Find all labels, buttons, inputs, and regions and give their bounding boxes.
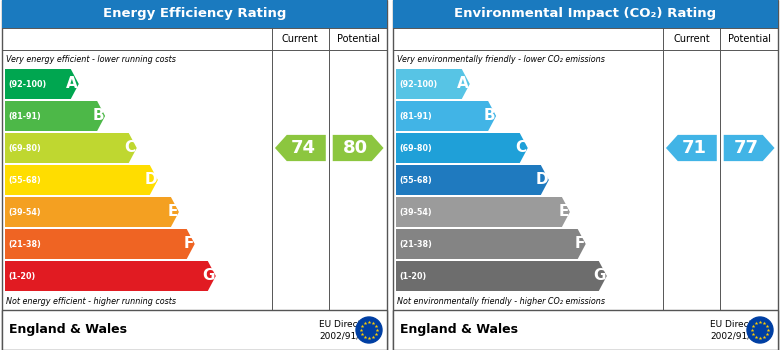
Text: (55-68): (55-68) <box>8 175 41 184</box>
Polygon shape <box>396 165 549 195</box>
Text: Current: Current <box>673 34 710 44</box>
Text: Not energy efficient - higher running costs: Not energy efficient - higher running co… <box>6 296 176 306</box>
Text: Potential: Potential <box>728 34 771 44</box>
Text: Potential: Potential <box>337 34 380 44</box>
Text: A: A <box>66 77 78 91</box>
Polygon shape <box>5 133 136 163</box>
Text: (92-100): (92-100) <box>8 79 46 89</box>
Bar <box>2 0 387 28</box>
Polygon shape <box>724 135 775 161</box>
Text: (1-20): (1-20) <box>399 272 426 280</box>
Polygon shape <box>396 229 586 259</box>
Text: Energy Efficiency Rating: Energy Efficiency Rating <box>103 7 286 21</box>
Text: F: F <box>183 237 193 252</box>
Text: (21-38): (21-38) <box>399 239 432 248</box>
Bar <box>2 310 387 350</box>
Polygon shape <box>5 69 79 99</box>
Text: (39-54): (39-54) <box>399 208 431 217</box>
Text: E: E <box>168 204 178 219</box>
Polygon shape <box>666 135 717 161</box>
Polygon shape <box>396 69 470 99</box>
Polygon shape <box>5 229 195 259</box>
Bar <box>393 310 778 350</box>
Polygon shape <box>396 133 528 163</box>
Polygon shape <box>333 135 384 161</box>
Bar <box>2 0 387 350</box>
Text: D: D <box>535 173 548 188</box>
Text: England & Wales: England & Wales <box>400 323 518 336</box>
Text: (55-68): (55-68) <box>399 175 432 184</box>
Polygon shape <box>5 101 105 131</box>
Text: (92-100): (92-100) <box>399 79 438 89</box>
Text: 77: 77 <box>733 139 759 157</box>
Text: Very environmentally friendly - lower CO₂ emissions: Very environmentally friendly - lower CO… <box>397 55 604 63</box>
Text: 74: 74 <box>291 139 316 157</box>
Text: C: C <box>125 140 136 155</box>
Text: Not environmentally friendly - higher CO₂ emissions: Not environmentally friendly - higher CO… <box>397 296 605 306</box>
Polygon shape <box>5 197 179 227</box>
Text: G: G <box>202 268 215 284</box>
Text: F: F <box>574 237 585 252</box>
Polygon shape <box>396 197 570 227</box>
Text: B: B <box>93 108 105 124</box>
Polygon shape <box>396 261 607 291</box>
Text: (81-91): (81-91) <box>399 112 432 120</box>
Bar <box>393 0 778 350</box>
Text: (1-20): (1-20) <box>8 272 35 280</box>
Text: 71: 71 <box>682 139 707 157</box>
Text: A: A <box>457 77 469 91</box>
Text: D: D <box>144 173 157 188</box>
Polygon shape <box>396 101 496 131</box>
Text: (39-54): (39-54) <box>8 208 41 217</box>
Text: Very energy efficient - lower running costs: Very energy efficient - lower running co… <box>6 55 176 63</box>
Text: (21-38): (21-38) <box>8 239 41 248</box>
Circle shape <box>356 317 382 343</box>
Text: (81-91): (81-91) <box>8 112 41 120</box>
Text: England & Wales: England & Wales <box>9 323 127 336</box>
Text: Current: Current <box>282 34 319 44</box>
Text: EU Directive
2002/91/EC: EU Directive 2002/91/EC <box>319 320 375 340</box>
Polygon shape <box>275 135 326 161</box>
Polygon shape <box>5 261 216 291</box>
Text: Environmental Impact (CO₂) Rating: Environmental Impact (CO₂) Rating <box>455 7 717 21</box>
Text: (69-80): (69-80) <box>399 144 432 153</box>
Text: G: G <box>594 268 606 284</box>
Text: E: E <box>558 204 569 219</box>
Text: B: B <box>484 108 495 124</box>
Text: 80: 80 <box>342 139 367 157</box>
Bar <box>393 0 778 28</box>
Polygon shape <box>5 165 158 195</box>
Text: EU Directive
2002/91/EC: EU Directive 2002/91/EC <box>710 320 766 340</box>
Text: (69-80): (69-80) <box>8 144 41 153</box>
Circle shape <box>747 317 773 343</box>
Text: C: C <box>516 140 526 155</box>
